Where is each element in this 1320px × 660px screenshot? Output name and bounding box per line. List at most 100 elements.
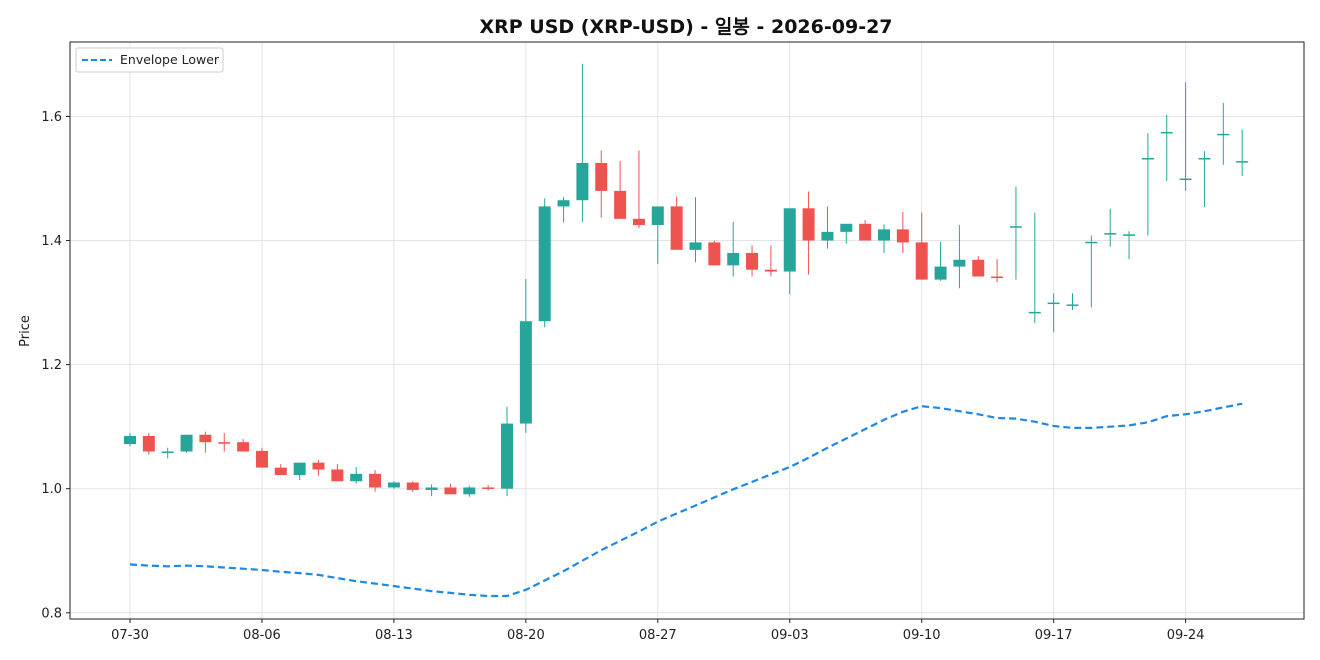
candle [632,150,645,229]
candles [124,63,1249,497]
candle-body [180,434,193,452]
x-tick-label: 08-20 [507,628,545,643]
y-axis-ticks: 0.8 1.0 1.2 1.4 1.6 [41,110,70,621]
candle-body [1160,131,1173,134]
candle-body [218,442,231,444]
candle [953,225,966,289]
grid-lines [70,42,1304,619]
legend-label: Envelope Lower [120,52,220,67]
candle-body [934,266,947,280]
candle [1141,133,1154,236]
candle [878,224,890,253]
candle-body [350,473,363,482]
x-tick-label: 08-27 [639,628,677,643]
candle-body [274,467,287,476]
legend: Envelope Lower [75,47,224,73]
candle [1198,151,1211,208]
candle [557,197,570,223]
candle [387,481,400,489]
candle [293,462,306,481]
candle-body [237,442,250,452]
x-tick-label: 09-24 [1167,628,1205,643]
candle [369,470,382,492]
candle-body [161,451,174,453]
candle [651,206,664,265]
candle-body [1236,161,1249,163]
candle [1104,208,1117,247]
candle-body [1028,311,1041,314]
candle-body [746,252,759,270]
candle [463,485,476,497]
candle-body [501,423,513,489]
candle [896,211,909,253]
y-axis-label: Price [18,315,33,347]
candle [406,481,419,492]
candle-body [651,206,664,226]
candle-body [1141,158,1154,160]
candle [783,208,796,295]
candle [444,483,457,495]
candle [482,484,495,491]
candle [1160,114,1173,181]
candle [180,434,193,453]
candle-body [991,276,1004,279]
candle [237,439,250,452]
candle-body [915,242,928,280]
candle [1028,212,1041,324]
x-tick-label: 08-13 [375,628,413,643]
candle-body [821,231,834,241]
candle-body [632,218,645,226]
candle-body [896,229,909,243]
y-tick-label: 1.0 [41,482,62,497]
x-tick-label: 07-30 [111,628,149,643]
candle-body [255,450,268,468]
candle [689,197,702,263]
candle [595,150,608,218]
candle-body [463,487,476,495]
candle [1179,82,1192,191]
candle-body [764,269,777,272]
candle-body [1047,302,1060,305]
candle-body [614,190,627,219]
candle [218,432,231,452]
candle [670,196,683,250]
x-tick-label: 09-17 [1035,628,1073,643]
candle-body [953,259,966,267]
candle-body [293,462,306,476]
candle [614,161,627,219]
envelope-lower-line [129,402,1243,598]
candle-body [802,208,815,241]
candle [519,279,532,433]
candle [1009,186,1022,280]
candle-body [124,435,136,445]
candle [274,463,287,476]
candle-body [1123,234,1136,236]
y-tick-label: 1.2 [41,358,62,373]
candle-body [972,259,985,277]
candle [821,206,834,249]
candle-body [689,242,702,250]
candle [312,460,325,476]
candle-body [142,435,155,452]
candle-body [406,482,419,490]
candle-body [519,321,532,424]
candle [934,241,947,281]
candle [708,240,721,266]
candle [859,220,872,241]
candle-body [425,487,438,490]
candle-body [840,223,853,232]
candle [124,432,136,447]
candle-body [444,487,457,495]
plot-frame [69,41,1305,620]
candle-body [369,473,382,488]
candle-body [1198,158,1211,160]
candle-body [1009,226,1022,228]
candle-body [859,223,872,241]
candle-body [557,200,570,207]
y-tick-label: 1.6 [41,110,62,125]
candle [764,245,777,277]
chart-title: XRP USD (XRP-USD) - 일봉 - 2026-09-27 [479,16,893,38]
candle [199,431,212,453]
y-tick-label: 0.8 [41,606,62,621]
candle [255,447,268,468]
